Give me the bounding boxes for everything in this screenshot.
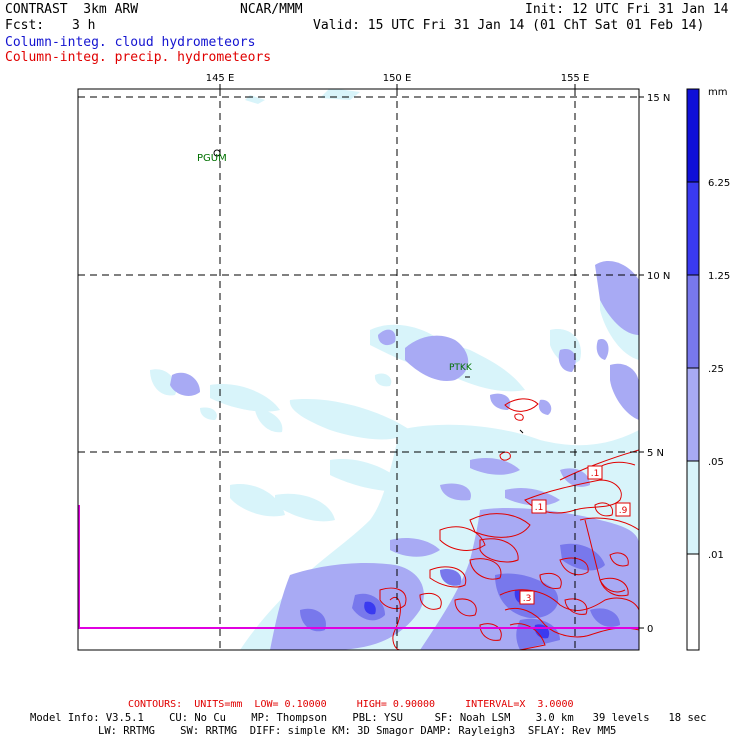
model-info-line1: Model Info: V3.5.1 CU: No Cu MP: Thompso… [30,712,707,724]
contour-label-3: .9 [615,502,631,517]
colorbar-band-1 [687,182,699,275]
forecast-label: Fcst: [5,18,45,33]
colorbar-unit: mm [708,87,727,98]
map-frame [77,88,640,651]
colorbar-band-4 [687,461,699,554]
model-info-line2: LW: RRTMG SW: RRTMG DIFF: simple KM: 3D … [98,725,617,737]
colorbar [686,88,700,651]
contour-label-2: .1 [531,499,547,514]
colorbar-label-0-25: .25 [708,364,724,375]
station-markers [213,96,524,434]
precip-contours [379,398,639,650]
graticule [78,89,639,650]
init-time: Init: 12 UTC Fri 31 Jan 14 [525,2,729,17]
colorbar-band-3 [687,368,699,461]
center-name: NCAR/MMM [240,2,303,17]
axis-ticks [219,84,644,629]
field-cloud-title: Column-integ. cloud hydrometeors [5,35,256,50]
colorbar-label-1-25: 1.25 [708,271,730,282]
title-left: CONTRAST 3km ARW [5,2,139,17]
lon-label-145: 145 E [206,73,235,84]
svg-text:.1: .1 [535,503,544,513]
contour-label-4: .3 [519,590,535,605]
svg-text:.9: .9 [619,506,628,516]
svg-text:.3: .3 [523,594,532,604]
lat-label-5n: 5 N [647,448,664,459]
colorbar-band-2 [687,275,699,368]
contour-label-1: .1 [587,465,603,480]
colorbar-band-0 [687,89,699,182]
svg-text:.1: .1 [591,469,600,479]
contour-info: CONTOURS: UNITS=mm LOW= 0.10000 HIGH= 0.… [128,699,574,710]
lat-label-15n: 15 N [647,93,670,104]
field-precip-title: Column-integ. precip. hydrometeors [5,50,272,65]
lat-label-10n: 10 N [647,271,670,282]
domain-boundary [78,505,639,629]
colorbar-label-0-01: .01 [708,550,724,561]
station-label-pgum: PGUM [197,153,227,164]
lat-label-0: 0 [647,624,653,635]
valid-time: Valid: 15 UTC Fri 31 Jan 14 (01 ChT Sat … [313,18,705,33]
station-label-ptkk: PTKK [449,363,473,373]
colorbar-label-0-05: .05 [708,457,724,468]
colorbar-label-6-25: 6.25 [708,178,730,189]
colorbar-band-5 [687,554,699,650]
lon-label-150: 150 E [383,73,412,84]
shaded-fields [150,89,639,650]
lon-label-155: 155 E [561,73,590,84]
forecast-hours: 3 h [72,18,96,33]
